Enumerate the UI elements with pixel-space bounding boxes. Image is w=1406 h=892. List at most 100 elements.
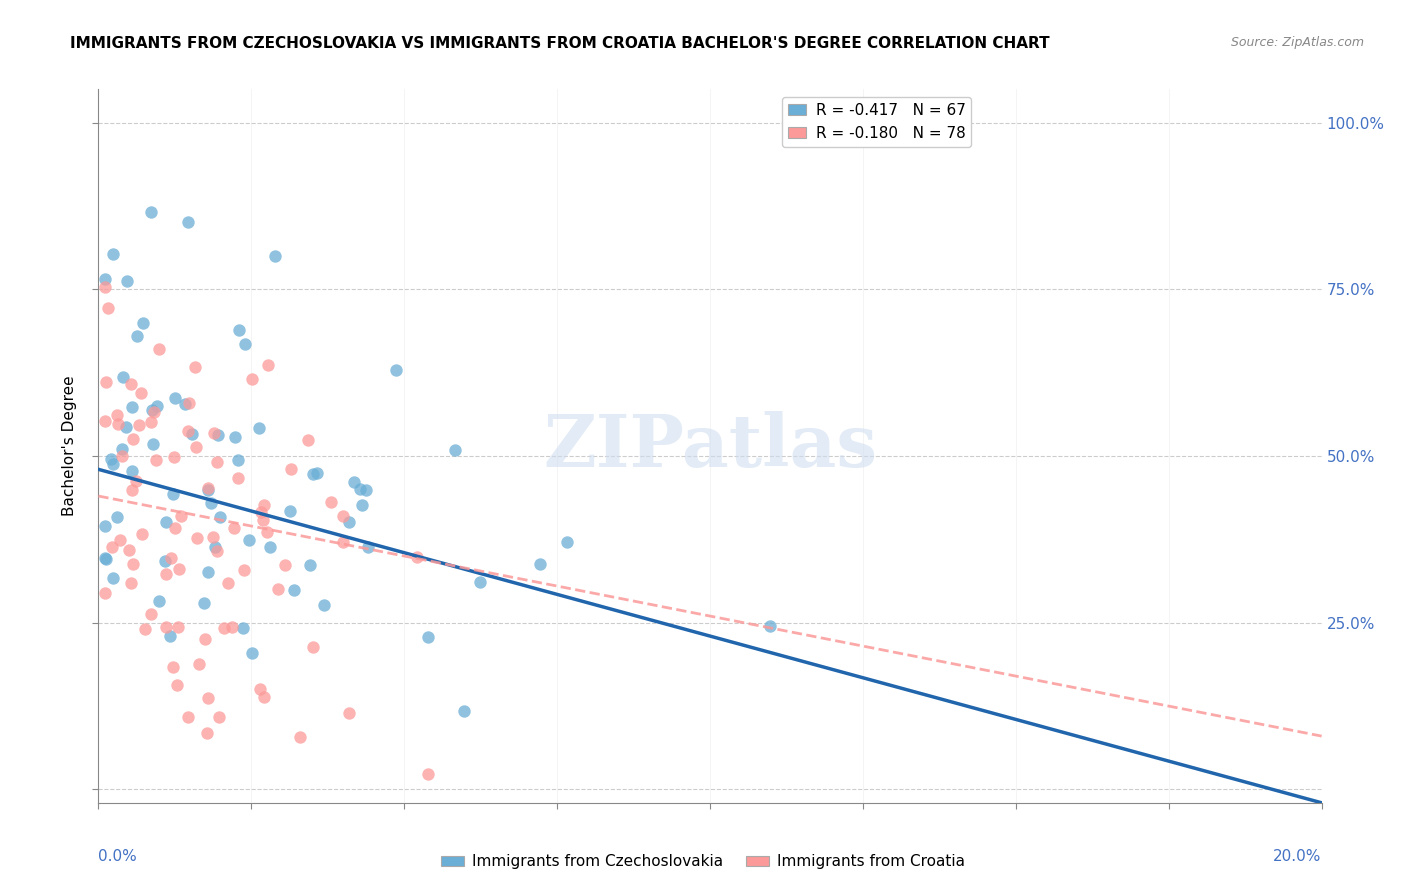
Point — [416, 767, 439, 781]
Point — [250, 505, 273, 519]
Point — [208, 709, 231, 723]
Point — [267, 582, 290, 596]
Point — [252, 513, 274, 527]
Legend: Immigrants from Czechoslovakia, Immigrants from Croatia: Immigrants from Czechoslovakia, Immigran… — [436, 848, 970, 875]
Point — [302, 640, 325, 654]
Point — [529, 558, 551, 572]
Point — [207, 428, 229, 442]
Point — [197, 483, 219, 498]
Point — [184, 441, 207, 455]
Point — [134, 622, 156, 636]
Point — [186, 531, 208, 545]
Point — [302, 467, 325, 482]
Point — [201, 530, 224, 544]
Point — [350, 498, 373, 512]
Point — [108, 533, 131, 548]
Point — [222, 521, 245, 535]
Point — [93, 551, 115, 566]
Point — [195, 726, 218, 740]
Point — [148, 593, 170, 607]
Point — [121, 463, 143, 477]
Point — [555, 534, 578, 549]
Point — [120, 576, 142, 591]
Point — [121, 483, 143, 497]
Point — [187, 657, 209, 672]
Point — [349, 483, 371, 497]
Point — [163, 450, 186, 465]
Point — [226, 453, 249, 467]
Point — [235, 337, 257, 351]
Point — [122, 432, 145, 446]
Point — [253, 690, 276, 705]
Point — [120, 377, 142, 392]
Point — [146, 399, 169, 413]
Point — [444, 443, 467, 458]
Point — [139, 607, 162, 621]
Point — [283, 582, 305, 597]
Point — [177, 425, 200, 439]
Point — [259, 540, 281, 554]
Point — [159, 550, 181, 565]
Point — [129, 385, 152, 400]
Point — [131, 527, 153, 541]
Point — [125, 475, 148, 489]
Point — [240, 646, 263, 660]
Point — [312, 599, 335, 613]
Point — [194, 632, 217, 647]
Point — [343, 475, 366, 489]
Point — [256, 525, 278, 540]
Point — [179, 396, 201, 410]
Point — [141, 204, 163, 219]
Point — [238, 533, 260, 547]
Point — [155, 515, 177, 529]
Point — [233, 564, 256, 578]
Point — [166, 678, 188, 692]
Point — [100, 451, 122, 466]
Point — [224, 430, 246, 444]
Point — [226, 471, 249, 485]
Point — [453, 704, 475, 718]
Point — [305, 466, 328, 480]
Point — [166, 620, 188, 634]
Point — [131, 316, 153, 330]
Point — [264, 249, 287, 263]
Point — [142, 436, 165, 450]
Point — [221, 620, 243, 634]
Point — [200, 496, 222, 510]
Point — [105, 509, 128, 524]
Point — [193, 596, 215, 610]
Y-axis label: Bachelor's Degree: Bachelor's Degree — [62, 376, 77, 516]
Point — [148, 342, 170, 356]
Point — [384, 363, 406, 377]
Point — [93, 585, 115, 599]
Text: 20.0%: 20.0% — [1274, 849, 1322, 864]
Point — [101, 540, 124, 554]
Point — [101, 247, 124, 261]
Point — [332, 535, 354, 549]
Point — [93, 271, 115, 285]
Point — [759, 619, 782, 633]
Point — [93, 519, 115, 533]
Text: 0.0%: 0.0% — [98, 849, 138, 864]
Text: IMMIGRANTS FROM CZECHOSLOVAKIA VS IMMIGRANTS FROM CROATIA BACHELOR'S DEGREE CORR: IMMIGRANTS FROM CZECHOSLOVAKIA VS IMMIGR… — [70, 36, 1050, 51]
Point — [205, 544, 228, 558]
Point — [278, 504, 301, 518]
Point — [240, 372, 263, 386]
Point — [257, 359, 280, 373]
Point — [202, 426, 225, 441]
Text: ZIPatlas: ZIPatlas — [543, 410, 877, 482]
Point — [212, 622, 235, 636]
Point — [162, 660, 184, 674]
Point — [180, 427, 202, 442]
Point — [159, 629, 181, 643]
Point — [93, 414, 115, 428]
Point — [145, 452, 167, 467]
Point — [280, 462, 302, 476]
Point — [197, 565, 219, 579]
Point — [115, 274, 138, 288]
Point — [105, 409, 128, 423]
Point — [122, 558, 145, 572]
Point — [297, 433, 319, 447]
Point — [253, 498, 276, 512]
Point — [128, 417, 150, 432]
